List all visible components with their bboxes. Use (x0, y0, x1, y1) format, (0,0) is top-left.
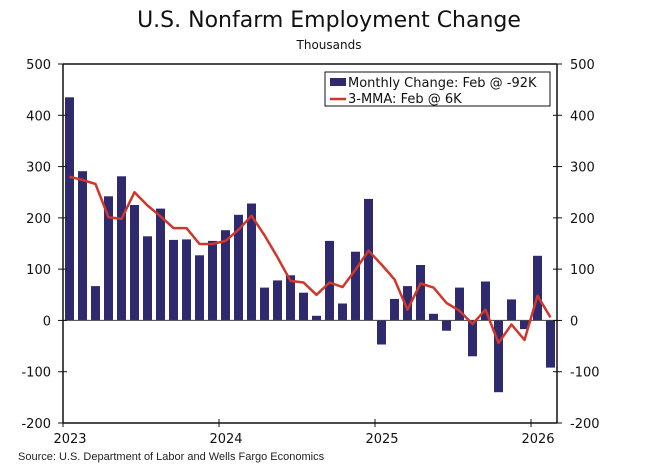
x-tick-label-2025: 2025 (365, 432, 398, 447)
legend: Monthly Change: Feb @ -92K 3-MMA: Feb @ … (324, 71, 551, 107)
y-tick-label-left: 300 (26, 161, 51, 176)
bar-feb-2025 (390, 298, 399, 321)
bar-oct-2025 (494, 320, 503, 393)
x-tick-label-2024: 2024 (209, 432, 242, 447)
bar-sep-2023 (169, 239, 178, 321)
bar-nov-2025 (507, 299, 516, 321)
y-tick-label-left: 400 (26, 109, 51, 124)
y-tick-label-right: 400 (570, 109, 595, 124)
legend-label-3mma: 3-MMA: Feb @ 6K (348, 92, 462, 107)
x-tick-label-2023: 2023 (53, 432, 86, 447)
bar-aug-2023 (156, 208, 165, 321)
y-tick-label-left: 200 (26, 212, 51, 227)
line-3mma (69, 175, 552, 345)
bar-apr-2023 (104, 196, 113, 321)
y-tick-label-right: -200 (570, 417, 600, 432)
legend-box (324, 71, 551, 107)
x-tick-label-2026: 2026 (521, 432, 554, 447)
bar-jun-2023 (130, 205, 139, 321)
legend-bar-swatch (330, 78, 346, 86)
bar-apr-2025 (416, 265, 425, 321)
bar-jun-2025 (442, 320, 451, 331)
bar-nov-2023 (195, 255, 204, 321)
bar-may-2023 (117, 176, 126, 321)
y-tick-label-right: 100 (570, 263, 595, 278)
y-tick-label-right: 500 (570, 58, 595, 73)
line-series (69, 175, 552, 345)
bar-jan-2026 (533, 255, 542, 321)
bar-jul-2023 (143, 236, 152, 321)
bar-feb-2023 (78, 171, 87, 321)
bar-oct-2023 (182, 239, 191, 321)
y-tick-label-right: 200 (570, 212, 595, 227)
bar-aug-2024 (312, 315, 321, 321)
axes: 500 500 400 400 300 300 200 200 100 100 0 0 -100 -100… (21, 58, 599, 447)
y-tick-label-left: 100 (26, 263, 51, 278)
bar-feb-2026 (546, 320, 555, 368)
bar-sep-2025 (481, 281, 490, 321)
y-tick-label-left: 0 (43, 314, 51, 329)
bar-series (65, 97, 555, 393)
bar-jan-2025 (377, 320, 386, 345)
bar-dec-2024 (364, 198, 373, 321)
bar-may-2024 (273, 280, 282, 321)
chart-title: U.S. Nonfarm Employment Change (137, 8, 521, 33)
y-tick-label-right: 300 (570, 161, 595, 176)
bar-mar-2025 (403, 286, 412, 321)
y-tick-label-right: -100 (570, 366, 600, 381)
bar-dec-2025 (520, 320, 529, 330)
y-tick-label-left: 500 (26, 58, 51, 73)
bar-jan-2024 (221, 230, 230, 321)
bar-sep-2024 (325, 240, 334, 321)
bar-mar-2023 (91, 286, 100, 321)
bar-jul-2024 (299, 292, 308, 321)
bar-apr-2024 (260, 287, 269, 321)
bar-may-2025 (429, 313, 438, 321)
bar-nov-2024 (351, 251, 360, 321)
bar-dec-2023 (208, 240, 217, 321)
bar-mar-2024 (247, 203, 256, 321)
bar-jul-2025 (455, 287, 464, 321)
bar-aug-2025 (468, 320, 477, 357)
bar-jun-2024 (286, 275, 295, 321)
source-note: Source: U.S. Department of Labor and Wel… (18, 451, 325, 463)
y-tick-label-right: 0 (570, 314, 578, 329)
y-tick-label-left: -200 (21, 417, 51, 432)
y-tick-label-left: -100 (21, 366, 51, 381)
bar-feb-2024 (234, 214, 243, 321)
bar-oct-2024 (338, 303, 347, 321)
chart-subtitle: Thousands (296, 38, 362, 52)
legend-label-monthly: Monthly Change: Feb @ -92K (348, 76, 537, 91)
bar-jan-2023 (65, 97, 74, 321)
